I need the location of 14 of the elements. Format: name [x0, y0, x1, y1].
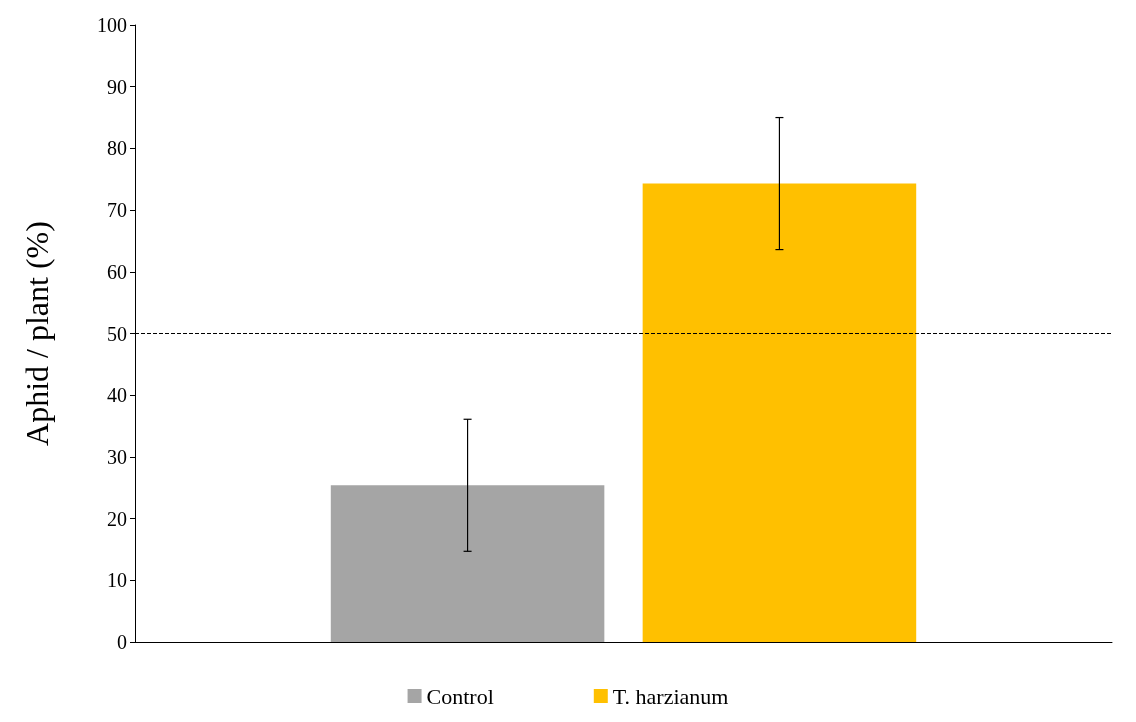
legend-label: T. harzianum [612, 683, 729, 709]
y-tick-label: 40 [107, 384, 127, 407]
y-tick-label: 80 [107, 137, 127, 160]
y-tick-label: 50 [107, 322, 127, 345]
y-tick-label: 90 [107, 75, 127, 98]
y-tick-label: 100 [97, 14, 127, 36]
legend-label: Control [426, 683, 494, 709]
y-tick-label: 70 [107, 199, 127, 222]
y-tick-label: 60 [107, 260, 127, 283]
y-axis-title: Aphid / plant (%) [19, 221, 55, 446]
y-tick-label: 20 [107, 507, 127, 530]
y-tick-label: 30 [107, 445, 127, 468]
y-tick-label: 10 [107, 569, 127, 592]
y-tick-label: 0 [117, 631, 127, 653]
